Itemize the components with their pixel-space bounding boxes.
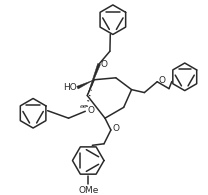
Text: O: O	[100, 60, 107, 69]
Text: O: O	[87, 106, 94, 115]
Text: O: O	[113, 123, 120, 133]
Polygon shape	[87, 64, 100, 96]
Text: ee: ee	[79, 104, 87, 109]
Text: HO: HO	[63, 83, 76, 92]
Polygon shape	[77, 80, 94, 89]
Text: OMe: OMe	[78, 186, 98, 195]
Text: O: O	[158, 76, 165, 85]
